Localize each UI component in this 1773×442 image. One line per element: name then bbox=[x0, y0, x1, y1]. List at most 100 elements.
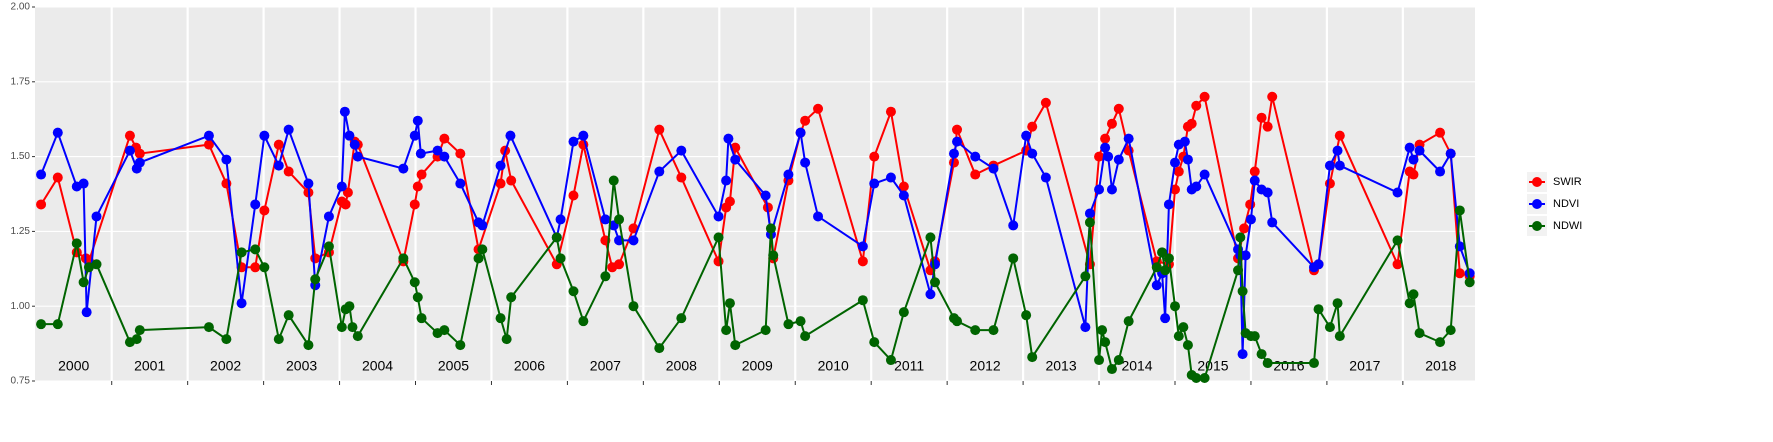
point bbox=[250, 244, 261, 255]
point bbox=[1163, 199, 1174, 210]
point bbox=[1008, 253, 1019, 264]
year-label: 2005 bbox=[438, 358, 469, 374]
point bbox=[724, 298, 735, 309]
point bbox=[439, 151, 450, 162]
point bbox=[352, 331, 363, 342]
point bbox=[1097, 325, 1108, 336]
point bbox=[1435, 127, 1446, 138]
year-label: 2008 bbox=[666, 358, 697, 374]
point bbox=[952, 124, 963, 135]
point bbox=[1414, 328, 1425, 339]
point bbox=[1191, 100, 1202, 111]
point bbox=[91, 211, 102, 222]
point bbox=[505, 130, 516, 141]
point bbox=[1334, 160, 1345, 171]
point bbox=[1157, 247, 1168, 258]
point bbox=[724, 196, 735, 207]
point bbox=[473, 253, 484, 264]
point bbox=[857, 256, 868, 267]
point bbox=[124, 130, 135, 141]
point bbox=[416, 169, 427, 180]
point bbox=[1256, 349, 1267, 360]
point bbox=[568, 190, 579, 201]
point bbox=[568, 286, 579, 297]
point bbox=[1392, 235, 1403, 246]
point bbox=[124, 145, 135, 156]
point bbox=[795, 316, 806, 327]
point bbox=[608, 175, 619, 186]
point bbox=[1262, 121, 1273, 132]
point bbox=[1027, 352, 1038, 363]
point bbox=[455, 148, 466, 159]
point bbox=[869, 178, 880, 189]
point bbox=[398, 253, 409, 264]
point bbox=[765, 223, 776, 234]
point bbox=[1408, 289, 1419, 300]
point bbox=[1249, 331, 1260, 342]
point bbox=[760, 325, 771, 336]
point bbox=[555, 214, 566, 225]
legend-label: NDVI bbox=[1553, 198, 1579, 210]
point bbox=[1151, 262, 1162, 273]
y-tick-label: 1.25 bbox=[11, 226, 31, 237]
point bbox=[134, 148, 145, 159]
point bbox=[339, 106, 350, 117]
point bbox=[344, 301, 355, 312]
point bbox=[1332, 145, 1343, 156]
point bbox=[1408, 154, 1419, 165]
point bbox=[676, 313, 687, 324]
point bbox=[250, 262, 261, 273]
point bbox=[1332, 298, 1343, 309]
point bbox=[455, 340, 466, 351]
legend-dot bbox=[1532, 177, 1542, 187]
point bbox=[1435, 337, 1446, 348]
point bbox=[1404, 298, 1415, 309]
point bbox=[455, 178, 466, 189]
point bbox=[91, 259, 102, 270]
point bbox=[885, 355, 896, 366]
point bbox=[1113, 355, 1124, 366]
point bbox=[730, 340, 741, 351]
year-label: 2010 bbox=[818, 358, 849, 374]
year-label: 2011 bbox=[894, 358, 924, 374]
point bbox=[628, 301, 639, 312]
year-label: 2009 bbox=[742, 358, 773, 374]
point bbox=[813, 103, 824, 114]
point bbox=[1170, 184, 1180, 195]
legend-dot bbox=[1532, 221, 1542, 231]
point bbox=[36, 319, 47, 330]
point bbox=[713, 256, 724, 267]
point bbox=[1094, 151, 1105, 162]
point bbox=[1100, 142, 1111, 153]
point bbox=[236, 298, 247, 309]
point bbox=[1021, 310, 1032, 321]
point bbox=[506, 175, 517, 186]
point bbox=[1324, 160, 1335, 171]
point bbox=[1237, 286, 1248, 297]
point bbox=[1106, 184, 1117, 195]
point bbox=[439, 325, 450, 336]
year-label: 2016 bbox=[1273, 358, 1304, 374]
point bbox=[857, 241, 868, 252]
point bbox=[898, 190, 909, 201]
point bbox=[1113, 154, 1124, 165]
point bbox=[1454, 205, 1465, 216]
point bbox=[1199, 373, 1210, 384]
point bbox=[800, 115, 811, 126]
point bbox=[495, 178, 506, 189]
point bbox=[948, 148, 959, 159]
year-label: 2015 bbox=[1197, 358, 1228, 374]
point bbox=[506, 292, 517, 303]
panel-background bbox=[35, 7, 1475, 381]
point bbox=[495, 313, 506, 324]
point bbox=[1027, 121, 1038, 132]
point bbox=[203, 130, 214, 141]
point bbox=[1021, 130, 1032, 141]
point bbox=[310, 274, 321, 285]
year-label: 2017 bbox=[1349, 358, 1380, 374]
point bbox=[952, 316, 963, 327]
point bbox=[349, 139, 360, 150]
point bbox=[1040, 97, 1051, 108]
point bbox=[1392, 187, 1403, 198]
